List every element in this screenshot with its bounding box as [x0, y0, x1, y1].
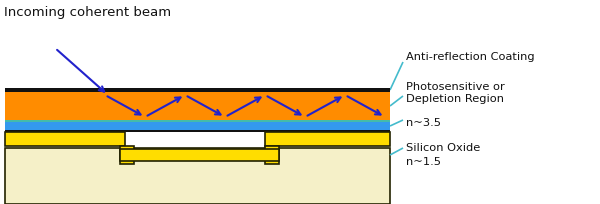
Bar	[120, 149, 279, 161]
Bar	[5, 132, 125, 146]
Bar	[120, 146, 134, 164]
Text: n~3.5: n~3.5	[406, 118, 441, 128]
Bar	[5, 88, 390, 92]
Bar	[5, 148, 390, 204]
Text: Photosensitive or
Depletion Region: Photosensitive or Depletion Region	[406, 82, 505, 104]
Text: Silicon Oxide: Silicon Oxide	[406, 143, 480, 153]
Text: n~1.5: n~1.5	[406, 157, 441, 167]
Bar	[5, 130, 390, 132]
Bar	[5, 92, 390, 120]
Bar	[5, 120, 390, 122]
Text: Incoming coherent beam: Incoming coherent beam	[4, 6, 171, 19]
Bar	[5, 122, 390, 130]
Text: Anti-reflection Coating: Anti-reflection Coating	[406, 52, 535, 62]
Bar	[265, 132, 390, 146]
Bar	[265, 146, 279, 164]
